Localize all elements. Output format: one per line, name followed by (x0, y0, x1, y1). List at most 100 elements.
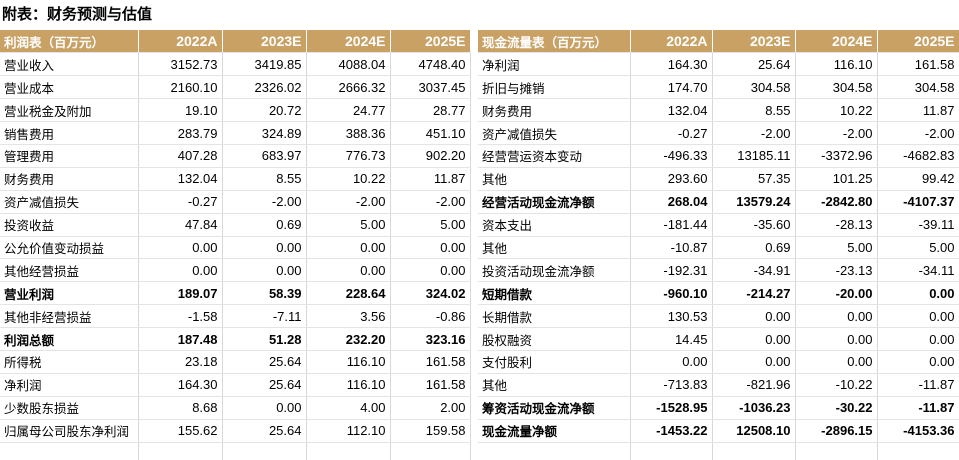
cell: 25.64 (712, 52, 796, 77)
row: 筹资活动现金流净额 -1528.95 -1036.23 -30.22 -11.87 (478, 396, 959, 420)
cell: -1528.95 (630, 396, 713, 420)
cell: 388.36 (306, 121, 391, 145)
cell: 116.10 (306, 350, 391, 374)
cell: 132.04 (630, 98, 713, 123)
cell: -11.87 (877, 373, 959, 397)
row: 长期借款 130.53 0.00 0.00 0.00 (478, 304, 959, 329)
cell: 0.00 (877, 350, 959, 374)
cell: 776.73 (306, 144, 391, 168)
cell: -39.11 (877, 213, 959, 237)
cell: 228.64 (306, 281, 391, 306)
row-label: 财务费用 (478, 98, 631, 123)
blank-row (478, 442, 959, 460)
cell: 3152.73 (138, 52, 223, 77)
blank-cell (306, 442, 391, 460)
cell: 116.10 (306, 373, 391, 397)
row: 折旧与摊销 174.70 304.58 304.58 304.58 (478, 75, 959, 100)
row-label: 净利润 (0, 373, 139, 397)
row-label: 归属母公司股东净利润 (0, 419, 139, 443)
cell: -4682.83 (877, 144, 959, 168)
cell: 0.00 (712, 327, 796, 351)
cell: 4748.40 (390, 52, 471, 77)
row-label: 利润总额 (0, 327, 139, 351)
header-cell: 现金流量表（百万元） (478, 30, 631, 54)
cell: -2.00 (306, 190, 391, 214)
cell: 101.25 (795, 167, 878, 191)
cell: -20.00 (795, 281, 878, 306)
row-label: 销售费用 (0, 121, 139, 145)
row-label: 投资收益 (0, 213, 139, 237)
cell: -10.22 (795, 373, 878, 397)
row: 其他非经营损益 -1.58 -7.11 3.56 -0.86 (0, 304, 471, 329)
row: 支付股利 0.00 0.00 0.00 0.00 (478, 350, 959, 374)
cell: 11.87 (877, 98, 959, 123)
cell: -713.83 (630, 373, 713, 397)
cell: 283.79 (138, 121, 223, 145)
cell: 10.22 (306, 167, 391, 191)
cell: 0.00 (877, 281, 959, 306)
cell: 0.00 (795, 327, 878, 351)
cell: 132.04 (138, 167, 223, 191)
cell: 0.00 (222, 258, 307, 283)
row-label: 少数股东损益 (0, 396, 139, 420)
row-label: 其他 (478, 236, 631, 260)
cell: -11.87 (877, 396, 959, 420)
cell: 3.56 (306, 304, 391, 329)
cell: -4153.36 (877, 419, 959, 443)
cell: 0.00 (306, 258, 391, 283)
cell: 0.00 (222, 236, 307, 260)
cell: 8.55 (222, 167, 307, 191)
row-label: 股权融资 (478, 327, 631, 351)
row-label: 长期借款 (478, 304, 631, 329)
cell: -2.00 (222, 190, 307, 214)
cell: 304.58 (877, 75, 959, 100)
row: 其他经营损益 0.00 0.00 0.00 0.00 (0, 258, 471, 283)
cell: 23.18 (138, 350, 223, 374)
cell: -3372.96 (795, 144, 878, 168)
cell: 12508.10 (712, 419, 796, 443)
cell: 2160.10 (138, 75, 223, 100)
cell: 51.28 (222, 327, 307, 351)
row-label: 管理费用 (0, 144, 139, 168)
row-label: 现金流量净额 (478, 419, 631, 443)
row-label: 所得税 (0, 350, 139, 374)
cell: 683.97 (222, 144, 307, 168)
cell: 161.58 (877, 52, 959, 77)
header-cell: 2025E (390, 30, 471, 54)
cell: 0.00 (877, 327, 959, 351)
cell: 3037.45 (390, 75, 471, 100)
cell: -28.13 (795, 213, 878, 237)
row-label: 资本支出 (478, 213, 631, 237)
header-cell: 2024E (306, 30, 391, 54)
blank-cell (390, 442, 471, 460)
header-cell: 2023E (712, 30, 796, 54)
cell: 189.07 (138, 281, 223, 306)
income-table: 利润表（百万元） 2022A 2023E 2024E 2025E 营业收入 3152.73 3… (0, 30, 471, 460)
row: 所得税 23.18 25.64 116.10 161.58 (0, 350, 471, 374)
row-label: 营业成本 (0, 75, 139, 100)
cell: -2.00 (390, 190, 471, 214)
cell: 3419.85 (222, 52, 307, 77)
row-label: 经营营运资本变动 (478, 144, 631, 168)
cell: 99.42 (877, 167, 959, 191)
row-label: 营业税金及附加 (0, 98, 139, 123)
row: 现金流量净额 -1453.22 12508.10 -2896.15 -4153.36 (478, 419, 959, 443)
row: 短期借款 -960.10 -214.27 -20.00 0.00 (478, 281, 959, 306)
cell: 304.58 (712, 75, 796, 100)
cell: 57.35 (712, 167, 796, 191)
cell: 14.45 (630, 327, 713, 351)
row: 归属母公司股东净利润 155.62 25.64 112.10 159.58 (0, 419, 471, 443)
cell: 8.68 (138, 396, 223, 420)
cell: -214.27 (712, 281, 796, 306)
cell: 19.10 (138, 98, 223, 123)
row-label: 短期借款 (478, 281, 631, 306)
header-row: 现金流量表（百万元） 2022A 2023E 2024E 2025E (478, 30, 959, 54)
row: 其他 -713.83 -821.96 -10.22 -11.87 (478, 373, 959, 397)
cell: 187.48 (138, 327, 223, 351)
cell: -1453.22 (630, 419, 713, 443)
title: 附表：财务预测与估值 (2, 5, 153, 23)
row: 其他 293.60 57.35 101.25 99.42 (478, 167, 959, 191)
cell: 0.00 (138, 258, 223, 283)
cell: 451.10 (390, 121, 471, 145)
